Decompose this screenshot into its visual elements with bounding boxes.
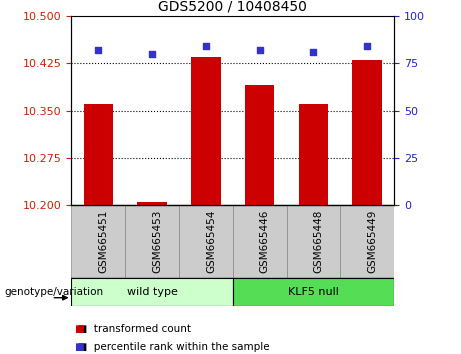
Bar [71,278,233,306]
Bar [299,104,328,205]
Bar [125,205,179,278]
Text: ■  transformed count: ■ transformed count [71,324,191,334]
Text: GSM665454: GSM665454 [206,210,216,273]
Bar [340,205,394,278]
Bar [245,85,274,205]
Text: ■  percentile rank within the sample: ■ percentile rank within the sample [71,342,270,352]
Text: GSM665446: GSM665446 [260,210,270,273]
Bar [179,205,233,278]
Bar [287,205,340,278]
Point [95,47,102,53]
Bar [137,202,167,205]
Text: GSM665448: GSM665448 [313,210,324,273]
Text: GSM665451: GSM665451 [98,210,108,273]
Text: GSM665453: GSM665453 [152,210,162,273]
Point [148,51,156,57]
Text: ■: ■ [74,324,83,334]
Bar [233,278,394,306]
Title: GDS5200 / 10408450: GDS5200 / 10408450 [159,0,307,13]
Point [310,49,317,55]
Point [202,44,210,49]
Bar [71,205,125,278]
Point [364,44,371,49]
Bar [83,104,113,205]
Text: GSM665449: GSM665449 [367,210,377,273]
Text: wild type: wild type [127,287,177,297]
Bar [233,205,287,278]
Text: genotype/variation: genotype/variation [5,287,104,297]
Point [256,47,263,53]
Bar [353,60,382,205]
Text: ■: ■ [74,342,83,352]
Text: KLF5 null: KLF5 null [288,287,339,297]
Bar [191,57,221,205]
